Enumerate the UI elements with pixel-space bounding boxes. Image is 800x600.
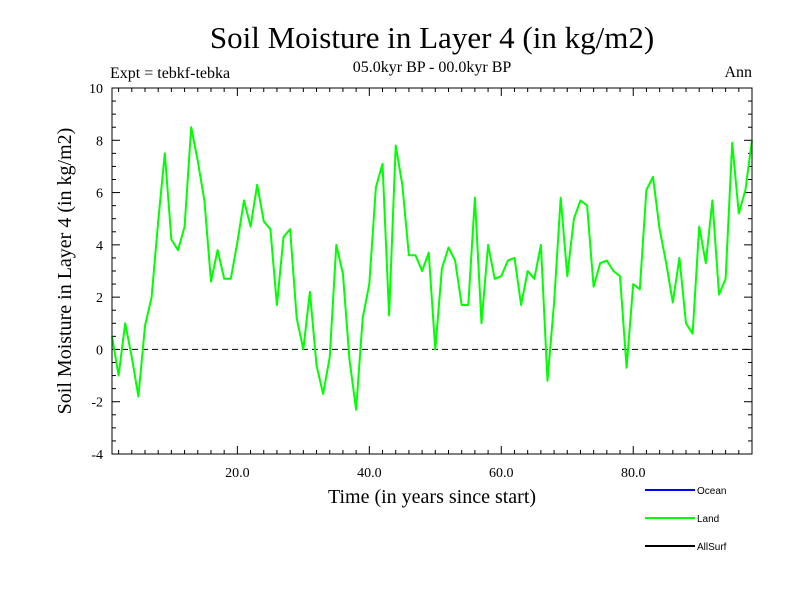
y-tick-label: 4 bbox=[96, 239, 103, 254]
y-tick-label: 10 bbox=[89, 82, 103, 97]
experiment-label: Expt = tebkf-tebka bbox=[110, 65, 230, 82]
chart-subtitle: 05.0kyr BP - 00.0kyr BP bbox=[353, 59, 512, 76]
y-axis-label: Soil Moisture in Layer 4 (in kg/m2) bbox=[54, 128, 76, 415]
y-tick-label: -2 bbox=[91, 396, 103, 411]
chart-title: Soil Moisture in Layer 4 (in kg/m2) bbox=[210, 20, 654, 55]
legend-land-label: Land bbox=[697, 514, 719, 525]
season-label: Ann bbox=[724, 64, 752, 81]
y-tick-label: 6 bbox=[96, 187, 103, 202]
y-tick-label: 8 bbox=[96, 134, 103, 149]
legend-ocean-label: Ocean bbox=[697, 486, 726, 497]
y-tick-label: 2 bbox=[96, 291, 103, 306]
x-tick-label: 40.0 bbox=[357, 466, 382, 481]
x-tick-label: 60.0 bbox=[489, 466, 514, 481]
legend: Ocean Land AllSurf bbox=[645, 486, 727, 553]
x-axis-label: Time (in years since start) bbox=[328, 486, 536, 508]
series-line-land bbox=[111, 126, 753, 411]
y-tick-label: -4 bbox=[91, 448, 103, 463]
x-tick-label: 80.0 bbox=[621, 466, 646, 481]
y-tick-label: 0 bbox=[96, 343, 103, 358]
plot-frame bbox=[111, 87, 753, 455]
x-tick-label: 20.0 bbox=[225, 466, 250, 481]
legend-allsurf-label: AllSurf bbox=[697, 542, 727, 553]
